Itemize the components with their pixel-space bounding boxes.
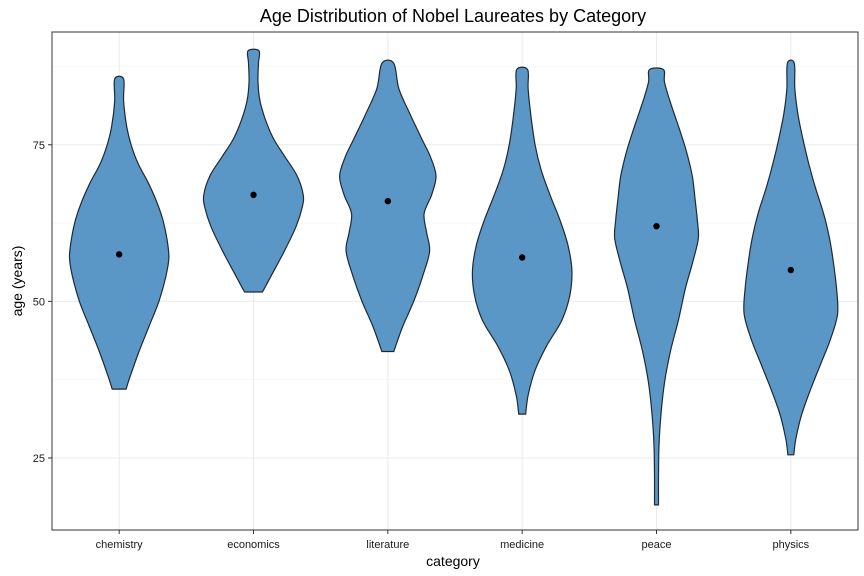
violin-physics [743,59,839,456]
violin-medicine [471,66,573,415]
plot-panel-border [51,31,859,531]
center-point-economics [250,191,257,199]
center-point-chemistry [115,251,123,258]
x-tick-label-medicine: medicine [500,539,544,551]
center-point-literature [384,197,392,205]
center-points-layer [115,191,795,274]
center-point-physics [787,266,795,274]
x-tick-label-economics: economics [227,539,280,551]
violin-peace [613,67,700,506]
center-point-medicine [518,254,526,261]
center-point-peace [653,222,660,230]
violin-literature [338,59,437,353]
chart-title: Age Distribution of Nobel Laureates by C… [260,6,646,26]
y-tick-label: 25 [33,453,45,465]
grid-lines [52,32,858,530]
x-axis: chemistry economics literature medicine peac… [96,530,810,551]
x-tick-label-literature: literature [366,539,409,551]
x-tick-label-peace: peace [642,539,672,551]
x-axis-title: category [426,553,480,569]
y-tick-label: 50 [33,296,45,308]
violin-economics [202,48,305,293]
violins-layer [68,48,839,506]
y-tick-label: 75 [33,140,45,152]
x-tick-label-physics: physics [772,539,809,551]
x-tick-label-chemistry: chemistry [96,539,144,551]
y-axis-title: age (years) [9,246,25,317]
y-axis: 25 50 75 [33,140,52,465]
violin-chemistry [68,75,170,390]
